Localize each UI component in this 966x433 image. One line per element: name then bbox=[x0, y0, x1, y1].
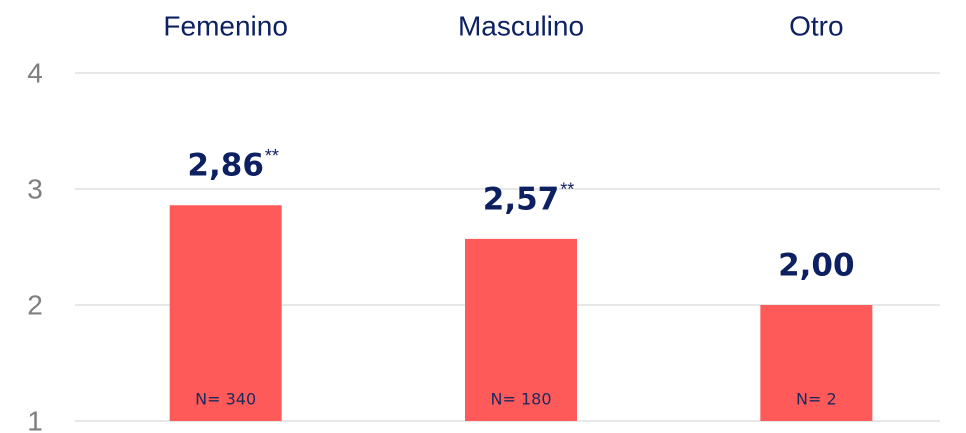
y-tick-label: 2 bbox=[27, 289, 43, 320]
bar bbox=[169, 205, 282, 421]
category-label: Femenino bbox=[163, 10, 288, 41]
y-tick-label: 1 bbox=[27, 405, 43, 433]
category-label: Otro bbox=[789, 10, 843, 41]
value-label: 2,00 bbox=[778, 248, 855, 284]
value-label: 2,86 bbox=[187, 148, 264, 184]
bar bbox=[760, 305, 873, 421]
value-label: 2,57 bbox=[483, 181, 560, 217]
sample-label: N= 340 bbox=[195, 390, 256, 409]
bar bbox=[465, 238, 577, 421]
sample-label: N= 2 bbox=[796, 390, 837, 409]
value-annotation: ** bbox=[560, 180, 574, 200]
value-annotation: ** bbox=[265, 146, 279, 166]
y-tick-label: 4 bbox=[27, 57, 43, 88]
sample-label: N= 180 bbox=[491, 390, 552, 409]
y-tick-label: 3 bbox=[27, 173, 43, 204]
category-label: Masculino bbox=[458, 10, 584, 41]
